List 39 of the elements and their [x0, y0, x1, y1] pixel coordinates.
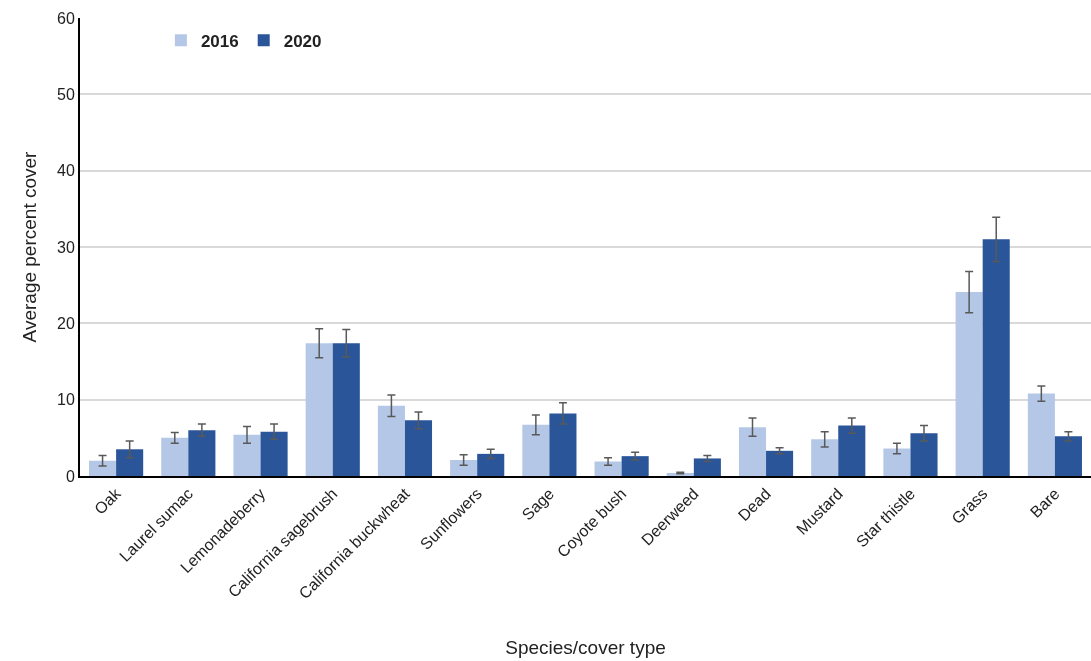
- bar: [377, 405, 405, 476]
- bar: [477, 453, 505, 476]
- bar: [982, 239, 1010, 476]
- bar: [811, 439, 839, 476]
- bar: [1054, 436, 1082, 476]
- bar: [161, 437, 189, 476]
- bar: [233, 434, 261, 476]
- bar: [738, 427, 767, 476]
- bar: [594, 461, 622, 476]
- bar: [260, 431, 288, 476]
- bar: [955, 292, 983, 476]
- y-axis-title: Average percent cover: [19, 150, 41, 343]
- legend-label: 2020: [283, 31, 322, 51]
- bar: [404, 420, 433, 476]
- y-tick-label: 30: [57, 238, 75, 256]
- legend-label: 2016: [200, 31, 239, 51]
- x-axis-title: Species/cover type: [505, 637, 666, 659]
- y-tick-label: 20: [57, 314, 75, 332]
- bar: [116, 449, 144, 476]
- y-tick-label: 40: [57, 162, 75, 180]
- bar: [89, 460, 117, 476]
- bar: [1027, 393, 1055, 476]
- bar: [549, 413, 577, 476]
- bar: [332, 343, 360, 476]
- x-tick-label: Oak: [91, 484, 125, 518]
- bar: [910, 433, 938, 476]
- bar: [450, 459, 478, 476]
- y-tick-label: 10: [57, 391, 75, 409]
- bar: [522, 424, 550, 476]
- bar: [305, 343, 333, 476]
- bar: [621, 456, 649, 476]
- bar: [883, 448, 911, 476]
- bar: [188, 430, 216, 476]
- y-tick-label: 50: [57, 85, 75, 103]
- y-tick-label: 0: [65, 467, 75, 485]
- bar: [693, 458, 721, 476]
- y-tick-label: 60: [57, 9, 75, 27]
- bar: [838, 425, 866, 476]
- bar: [766, 450, 794, 476]
